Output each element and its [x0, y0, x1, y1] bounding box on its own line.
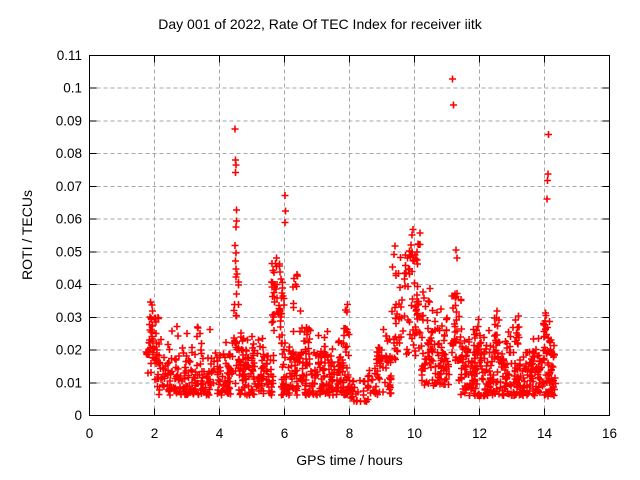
x-tick-label: 8	[346, 426, 354, 441]
grid-lines	[89, 55, 610, 416]
x-tick-label: 6	[281, 426, 289, 441]
y-tick-label: 0.01	[56, 375, 82, 390]
y-tick-label: 0.09	[56, 113, 82, 128]
y-tick-label: 0.04	[56, 277, 83, 292]
y-tick-label: 0.03	[56, 310, 82, 325]
x-tick-label: 14	[537, 426, 553, 441]
y-tick-label: 0	[74, 408, 82, 423]
x-tick-label: 12	[472, 426, 487, 441]
x-tick-label: 0	[86, 426, 94, 441]
data-points	[142, 75, 559, 405]
x-tick-label: 2	[151, 426, 159, 441]
plot-frame	[89, 55, 610, 416]
y-tick-label: 0.05	[56, 244, 82, 259]
y-tick-label: 0.02	[56, 343, 82, 358]
y-axis-label: ROTI / TECUs	[19, 190, 35, 280]
y-tick-label: 0.1	[63, 81, 82, 96]
y-tick-label: 0.06	[56, 212, 82, 227]
x-axis-label: GPS time / hours	[296, 452, 403, 468]
y-tick-label: 0.07	[56, 179, 82, 194]
x-tick-label: 16	[602, 426, 617, 441]
y-tick-label: 0.11	[57, 48, 82, 63]
x-tick-label: 4	[216, 426, 224, 441]
y-tick-label: 0.08	[56, 146, 82, 161]
chart-title: Day 001 of 2022, Rate Of TEC Index for r…	[158, 16, 482, 32]
x-tick-label: 10	[407, 426, 422, 441]
axis-tick-labels: 0 2 4 6 8 10 12 14 16 0 0.01 0.02 0.03 0.04 0.05 0.06 0.…	[56, 48, 617, 441]
